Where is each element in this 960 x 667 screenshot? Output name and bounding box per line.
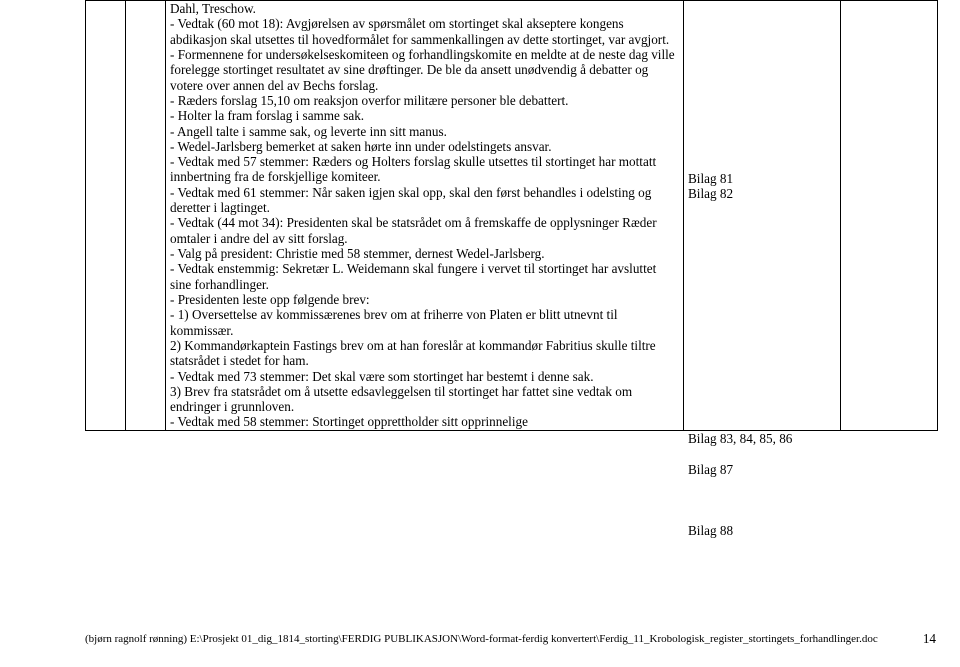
- body-text: Dahl, Treschow. - Vedtak (60 mot 18): Av…: [170, 1, 679, 430]
- page-number: 14: [923, 631, 936, 647]
- document-table: Dahl, Treschow. - Vedtak (60 mot 18): Av…: [85, 0, 938, 431]
- cell-col1: [86, 1, 126, 431]
- cell-annotations: Bilag 81 Bilag 82 Bilag 83, 84, 85, 86 B…: [684, 1, 841, 431]
- footer-path: (bjørn ragnolf rønning) E:\Prosjekt 01_d…: [85, 633, 878, 645]
- annotation-bilag-81: Bilag 81: [688, 171, 733, 186]
- annotation-bilag-82: Bilag 82: [688, 186, 733, 201]
- cell-col2: [126, 1, 166, 431]
- table-row: Dahl, Treschow. - Vedtak (60 mot 18): Av…: [86, 1, 938, 431]
- page-container: Dahl, Treschow. - Vedtak (60 mot 18): Av…: [0, 0, 960, 667]
- annotation-bilag-88: Bilag 88: [688, 523, 733, 538]
- annotation-bilag-87: Bilag 87: [688, 462, 733, 477]
- cell-col5: [841, 1, 938, 431]
- cell-body: Dahl, Treschow. - Vedtak (60 mot 18): Av…: [166, 1, 684, 431]
- annotation-bilag-83-86: Bilag 83, 84, 85, 86: [688, 431, 792, 446]
